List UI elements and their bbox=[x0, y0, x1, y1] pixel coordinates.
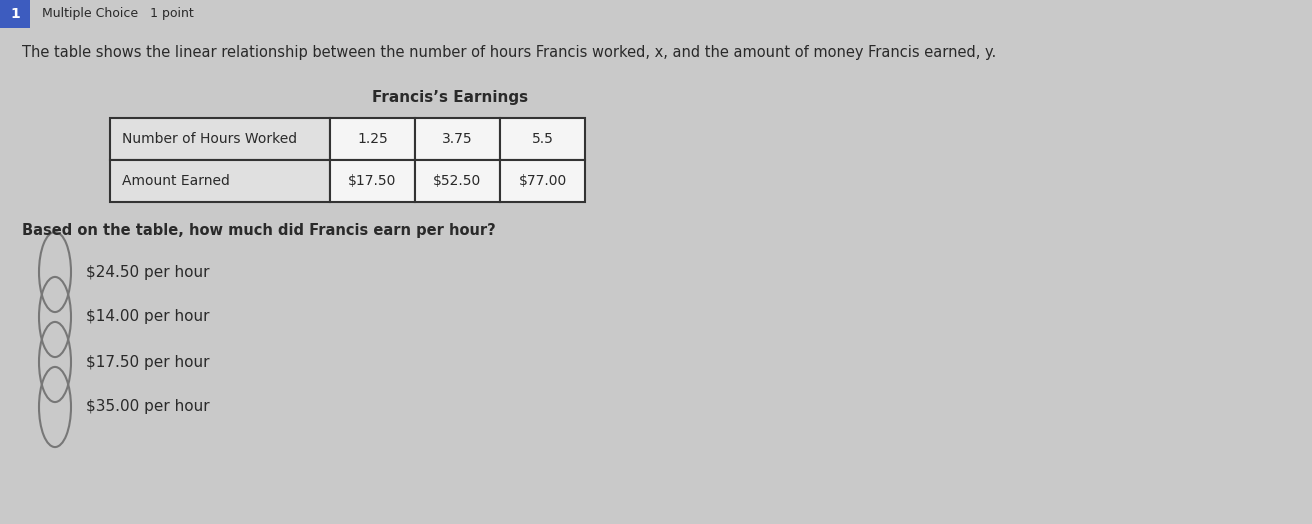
Text: Based on the table, how much did Francis earn per hour?: Based on the table, how much did Francis… bbox=[22, 223, 496, 237]
Text: Francis’s Earnings: Francis’s Earnings bbox=[371, 90, 527, 105]
Text: Number of Hours Worked: Number of Hours Worked bbox=[122, 132, 297, 146]
Text: 1.25: 1.25 bbox=[357, 132, 388, 146]
Bar bbox=[331, 118, 415, 160]
Text: 3.75: 3.75 bbox=[442, 132, 472, 146]
Bar bbox=[415, 160, 500, 202]
Text: The table shows the linear relationship between the number of hours Francis work: The table shows the linear relationship … bbox=[22, 45, 996, 60]
Text: Amount Earned: Amount Earned bbox=[122, 174, 230, 188]
Text: $35.00 per hour: $35.00 per hour bbox=[87, 399, 210, 414]
Bar bbox=[500, 160, 585, 202]
Text: $52.50: $52.50 bbox=[433, 174, 482, 188]
Bar bbox=[0, 0, 30, 28]
Bar bbox=[415, 118, 500, 160]
Text: $14.00 per hour: $14.00 per hour bbox=[87, 310, 210, 324]
Text: $17.50 per hour: $17.50 per hour bbox=[87, 355, 210, 369]
Text: 5.5: 5.5 bbox=[531, 132, 554, 146]
Bar bbox=[331, 160, 415, 202]
Bar bbox=[110, 160, 331, 202]
Text: Multiple Choice   1 point: Multiple Choice 1 point bbox=[42, 7, 194, 20]
Text: $24.50 per hour: $24.50 per hour bbox=[87, 265, 210, 279]
Bar bbox=[110, 118, 331, 160]
Bar bbox=[500, 118, 585, 160]
Text: $17.50: $17.50 bbox=[348, 174, 396, 188]
Text: $77.00: $77.00 bbox=[518, 174, 567, 188]
Text: 1: 1 bbox=[10, 7, 20, 21]
